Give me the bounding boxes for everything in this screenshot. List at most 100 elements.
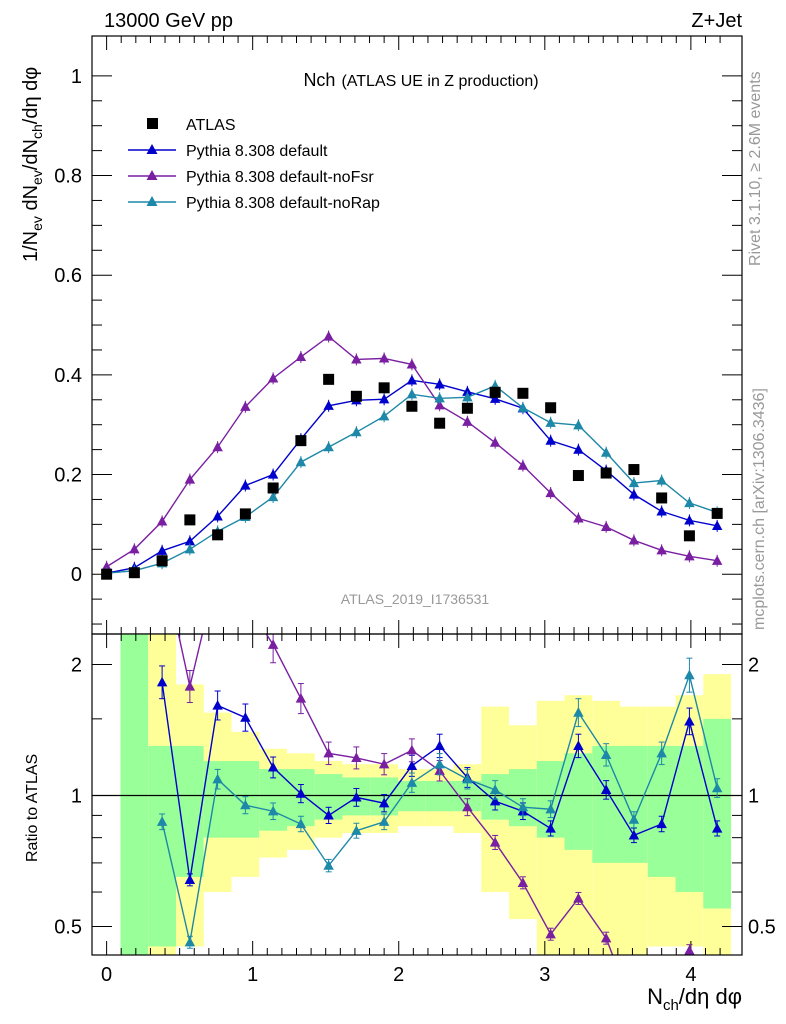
main-point-norap [545, 417, 556, 427]
legend-nofsr-label: Pythia 8.308 default-noFsr [186, 169, 374, 186]
main-tick-marks: 0 0.2 0.4 0.6 0.8 1 [54, 36, 742, 634]
main-point-default [628, 488, 640, 499]
main-point-nofsr [600, 521, 612, 531]
ratio-panel: 0.5 0.5 1 1 2 2 0 1 2 3 4 Ratio to ATLAS [24, 564, 776, 1024]
ratio-point-norap [434, 758, 445, 769]
ratio-series-group [156, 564, 723, 1024]
main-point-nofsr [545, 487, 556, 498]
main-point-atlas [656, 492, 668, 504]
main-series-nofsr [101, 330, 723, 573]
main-point-nofsr [184, 474, 196, 484]
main-point-nofsr [406, 358, 418, 369]
main-point-norap [600, 447, 612, 457]
main-point-atlas [184, 514, 196, 526]
ratio-band-inner [148, 745, 176, 947]
ratio-y-tick-label: 0.5 [54, 916, 82, 938]
ratio-point-default [600, 784, 612, 795]
main-point-norap [628, 477, 640, 488]
mcplots-label: mcplots.cern.ch [arXiv:1306.3436] [751, 388, 768, 630]
main-point-atlas [572, 470, 584, 482]
main-point-nofsr [684, 550, 695, 561]
ratio-point-default [656, 818, 667, 829]
main-point-norap [351, 426, 362, 437]
main-point-norap [184, 543, 196, 554]
ratio-point-norap [489, 784, 501, 795]
ratio-point-default [434, 740, 445, 751]
ratio-point-nofsr [378, 758, 390, 769]
main-point-atlas [378, 382, 390, 394]
ratio-tick-marks: 0.5 0.5 1 1 2 2 0 1 2 3 4 [54, 634, 776, 986]
legend-norap-label: Pythia 8.308 default-noRap [186, 195, 380, 212]
ratio-series-default [156, 665, 723, 887]
main-series-atlas [101, 373, 723, 580]
x-tick-label: 3 [539, 964, 550, 986]
ratio-point-nofsr [489, 836, 501, 847]
main-point-norap [434, 392, 445, 403]
ratio-point-default [684, 715, 695, 726]
ratio-point-norap [545, 803, 556, 814]
x-tick-label: 2 [393, 964, 404, 986]
ratio-band-inner [675, 745, 704, 893]
main-point-default [489, 393, 501, 403]
ratio-point-default [212, 699, 223, 710]
ratio-point-norap [711, 782, 723, 793]
main-point-default [240, 479, 251, 490]
main-point-atlas [267, 482, 279, 494]
main-point-norap [517, 402, 529, 412]
main-point-atlas [628, 464, 640, 476]
ratio-point-default [295, 788, 307, 798]
main-point-nofsr [656, 544, 667, 555]
ratio-point-norap [600, 749, 612, 759]
main-point-nofsr [212, 441, 223, 452]
main-point-norap [267, 491, 279, 502]
main-point-nofsr [295, 351, 307, 362]
main-point-default [573, 444, 584, 454]
main-point-norap [684, 497, 695, 508]
ratio-y-tick-label-right: 1 [748, 785, 759, 807]
legend-default-marker [146, 144, 158, 154]
ratio-point-norap [378, 816, 390, 826]
main-title-sub: (ATLAS UE in Z production) [341, 73, 538, 90]
ratio-point-nofsr [184, 681, 196, 691]
ratio-point-nofsr [240, 595, 250, 605]
main-point-atlas [545, 402, 557, 414]
main-point-norap [378, 410, 390, 421]
main-point-default [656, 505, 667, 516]
ratio-band-inner [564, 753, 593, 850]
ratio-point-default [267, 761, 279, 772]
ratio-point-norap [406, 777, 418, 787]
main-point-atlas [600, 467, 612, 479]
legend-atlas-label: ATLAS [186, 117, 236, 134]
main-point-atlas [350, 390, 362, 402]
ratio-point-default [489, 795, 501, 806]
main-point-nofsr [462, 416, 473, 426]
main-point-norap [573, 419, 584, 430]
ratio-point-norap [240, 799, 251, 810]
main-y-axis-label: 1/Nev dNev/dNch/dη dφ [20, 67, 45, 262]
main-point-default [406, 374, 418, 385]
main-point-atlas [323, 373, 335, 385]
ratio-point-nofsr [712, 1018, 722, 1024]
ratio-point-nofsr [517, 877, 529, 887]
main-point-atlas [156, 555, 168, 567]
ratio-point-norap [517, 801, 529, 812]
ratio-y-axis-label: Ratio to ATLAS [24, 754, 41, 862]
main-point-atlas [101, 568, 113, 580]
ratio-point-nofsr [545, 928, 556, 939]
main-point-default [212, 510, 223, 521]
main-point-default [156, 545, 168, 555]
main-point-norap [462, 391, 473, 402]
main-y-tick-label: 0.6 [54, 265, 82, 287]
legend-norap-marker [146, 196, 158, 206]
main-y-tick-label: 0 [71, 564, 82, 586]
ratio-point-nofsr [629, 1005, 639, 1015]
main-panel: 0 0.2 0.4 0.6 0.8 1 Nch (ATLAS UE in Z product… [20, 35, 743, 635]
ratio-point-nofsr [212, 564, 222, 574]
main-point-nofsr [267, 372, 279, 383]
ratio-point-norap [656, 747, 667, 758]
main-point-atlas [517, 387, 529, 399]
main-point-default [711, 520, 723, 530]
ratio-point-nofsr [684, 945, 695, 955]
ratio-point-norap [295, 818, 307, 829]
